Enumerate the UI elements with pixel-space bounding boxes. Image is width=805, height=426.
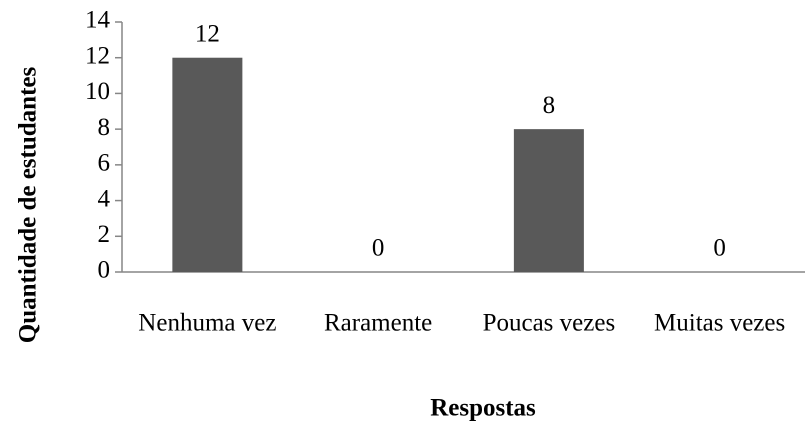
x-tick-label: Raramente — [324, 310, 432, 337]
y-tick-label: 2 — [98, 221, 111, 248]
y-tick-label: 6 — [98, 150, 111, 177]
data-label: 12 — [195, 20, 220, 47]
x-axis-label: Respostas — [430, 395, 536, 422]
x-tick-label: Poucas vezes — [483, 310, 616, 337]
x-tick-label: Muitas vezes — [654, 310, 785, 337]
y-tick-label: 4 — [98, 185, 111, 212]
y-axis-label: Quantidade de estudantes — [15, 67, 42, 344]
y-tick-label: 14 — [85, 7, 111, 34]
y-tick-label: 12 — [85, 42, 110, 69]
data-label: 8 — [543, 92, 556, 119]
y-tick-label: 10 — [85, 78, 110, 105]
data-label: 0 — [372, 235, 385, 262]
data-label: 0 — [713, 235, 726, 262]
y-tick-label: 0 — [98, 257, 111, 284]
x-tick-label: Nenhuma vez — [138, 310, 276, 337]
bar — [172, 57, 243, 272]
y-tick-label: 8 — [98, 114, 111, 141]
bar — [513, 129, 584, 272]
